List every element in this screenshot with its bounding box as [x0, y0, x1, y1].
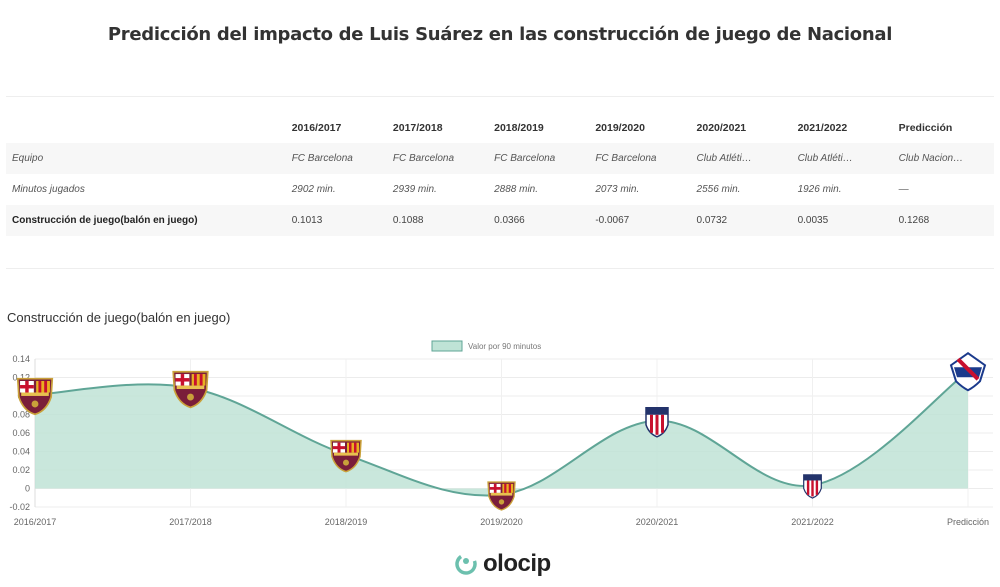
fc-barcelona-crest-icon: [16, 377, 54, 416]
table-cell: 0.1013: [291, 215, 323, 226]
table-cell: FC Barcelona: [595, 153, 657, 164]
table-cell: 0.0366: [494, 215, 525, 226]
table-cell: 2888 min.: [494, 184, 539, 195]
y-tick-label: 0.14: [12, 354, 30, 364]
atletico-madrid-crest-icon: [803, 474, 822, 499]
page-title: Predicción del impacto de Luis Suárez en…: [107, 24, 893, 45]
column-header: 2020/2021: [696, 121, 747, 134]
column-header: 2018/2019: [494, 121, 544, 134]
x-tick-label: Predicción: [947, 517, 989, 527]
fc-barcelona-crest-icon: [172, 370, 209, 409]
x-tick-label: 2021/2022: [791, 517, 834, 527]
legend-label: Valor por 90 minutos: [468, 342, 541, 351]
row-label: Construcción de juego(balón en juego): [12, 215, 198, 226]
divider: [6, 96, 994, 97]
x-tick-label: 2020/2021: [636, 517, 679, 527]
olocip-logo-icon: [455, 553, 477, 575]
table-row: Equipo FC Barcelona FC Barcelona FC Barcelo…: [6, 143, 994, 174]
series-area: [35, 371, 968, 496]
stats-table: 2016/2017 2017/2018 2018/2019 2019/2020 2020…: [6, 112, 994, 236]
y-tick-label: 0.02: [12, 465, 30, 475]
atletico-madrid-crest-icon: [645, 407, 669, 438]
chart-title: Construcción de juego(balón en juego): [7, 310, 231, 325]
fc-barcelona-crest-icon: [487, 481, 516, 511]
y-tick-label: 0.06: [12, 428, 30, 438]
row-label: Minutos jugados: [12, 184, 85, 195]
table-cell: 2556 min.: [696, 184, 741, 195]
table-cell: 2939 min.: [392, 184, 437, 195]
column-header: 2021/2022: [797, 121, 848, 134]
table-cell: FC Barcelona: [291, 153, 353, 164]
divider: [6, 268, 994, 269]
table-header-row: 2016/2017 2017/2018 2018/2019 2019/2020 2020…: [6, 112, 994, 143]
x-tick-label: 2016/2017: [14, 517, 57, 527]
row-label: Equipo: [12, 153, 44, 164]
table-cell: 0.0035: [797, 215, 829, 226]
table-cell: 0.1088: [392, 215, 424, 226]
table-cell: —: [898, 184, 909, 195]
y-tick-label: 0.04: [12, 447, 30, 457]
x-tick-label: 2019/2020: [480, 517, 523, 527]
column-header: Predicción: [898, 121, 953, 134]
table-cell: 2902 min.: [291, 184, 336, 195]
brand-name: olocip: [483, 550, 551, 577]
y-tick-label: 0: [25, 484, 30, 494]
x-tick-label: 2018/2019: [325, 517, 368, 527]
table-cell: -0.0067: [595, 215, 630, 226]
table-cell: 0.0732: [696, 215, 728, 226]
table-row: Minutos jugados 2902 min. 2939 min. 2888 mi…: [6, 174, 994, 205]
y-tick-label: 0.08: [12, 410, 30, 420]
table-cell: 1926 min.: [797, 184, 842, 195]
club-nacional-crest-icon: [949, 351, 987, 392]
y-tick-label: -0.02: [9, 502, 30, 512]
x-tick-label: 2017/2018: [169, 517, 212, 527]
table-row: Construcción de juego(balón en juego) 0.1…: [6, 205, 994, 236]
olocip-logo: olocip: [455, 550, 551, 578]
column-header: 2017/2018: [392, 121, 443, 134]
fc-barcelona-crest-icon: [330, 439, 362, 473]
table-cell: FC Barcelona: [494, 153, 556, 164]
column-header: 2019/2020: [595, 121, 645, 134]
y-tick-label: 0.12: [12, 373, 30, 383]
table-cell: 0.1268: [898, 215, 930, 226]
table-cell: FC Barcelona: [392, 153, 455, 164]
table-cell: Club Atléti…: [696, 153, 752, 164]
table-cell: Club Nacion…: [898, 153, 964, 164]
table-cell: 2073 min.: [595, 184, 640, 195]
legend-swatch: [431, 340, 463, 352]
column-header: 2016/2017: [291, 121, 342, 134]
table-cell: Club Atléti…: [797, 153, 853, 164]
